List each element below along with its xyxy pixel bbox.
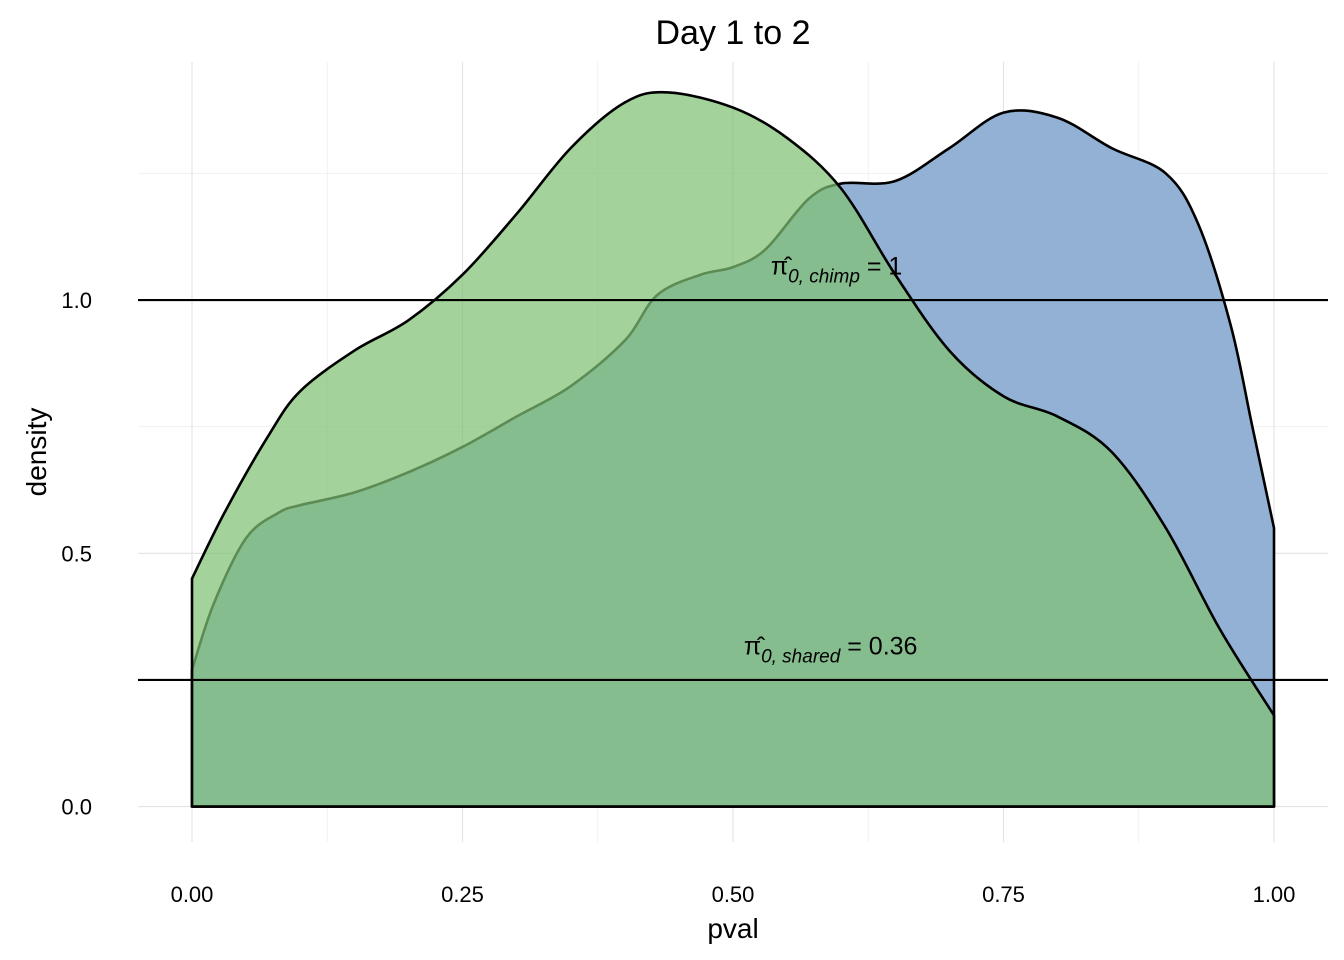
x-axis-label: pval [707,913,758,944]
tick-labels: 0.00 0.25 0.50 0.75 1.00 0.0 0.5 1.0 [61,288,1295,907]
y-tick-label: 1.0 [61,288,92,313]
x-tick-label: 0.25 [441,882,484,907]
annotation-symbol: π̂ [771,253,793,281]
reference-lines [138,298,1328,682]
annotation-1: π̂0, shared = 0.36 [744,633,918,668]
annotations: π̂0, chimp = 1π̂0, shared = 0.36 [744,253,918,668]
density-area-1 [190,90,1276,808]
chart-title: Day 1 to 2 [656,14,811,52]
annotation-value: = 0.36 [840,633,917,661]
annotation-0: π̂0, chimp = 1 [771,253,902,288]
x-tick-label: 0.00 [171,882,214,907]
annotation-subscript: 0, chimp [788,267,860,288]
y-tick-label: 0.5 [61,541,92,566]
x-tick-label: 0.50 [712,882,755,907]
annotation-subscript: 0, shared [761,647,842,668]
x-tick-label: 1.00 [1253,882,1296,907]
annotation-symbol: π̂ [744,633,766,661]
y-axis-label: density [21,408,52,497]
x-tick-label: 0.75 [982,882,1025,907]
y-tick-label: 0.0 [61,795,92,820]
annotation-value: = 1 [860,253,902,281]
density-series [190,90,1276,808]
